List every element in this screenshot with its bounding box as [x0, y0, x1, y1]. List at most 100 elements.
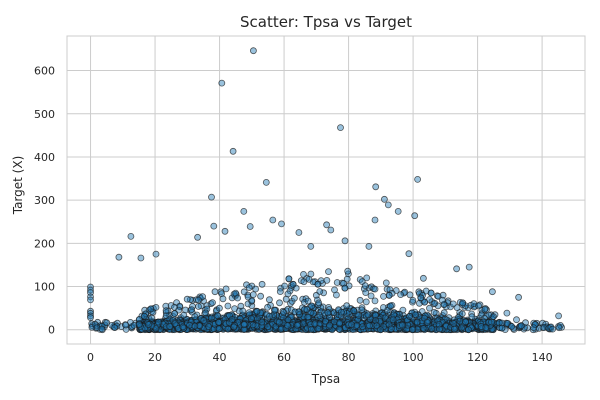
data-point [249, 321, 257, 329]
data-point [205, 323, 213, 331]
data-point [397, 291, 405, 299]
x-tick-label: 40 [213, 351, 227, 364]
data-point [300, 270, 307, 278]
data-point [307, 325, 315, 333]
data-point [380, 292, 387, 300]
x-tick-label: 0 [87, 351, 94, 364]
data-point [162, 307, 170, 315]
data-point [249, 47, 257, 55]
data-point [308, 302, 316, 310]
data-point [240, 207, 248, 215]
data-point [419, 274, 427, 282]
data-point [427, 289, 435, 297]
data-point [389, 316, 397, 324]
data-point [327, 226, 335, 234]
x-tick-label: 100 [403, 351, 424, 364]
data-point [513, 316, 520, 324]
data-point [465, 263, 473, 271]
data-point [430, 308, 438, 316]
y-tick-label: 200 [34, 237, 55, 250]
x-axis-label: Tpsa [311, 372, 341, 386]
data-points [87, 47, 565, 334]
data-point [265, 296, 273, 304]
data-point [300, 278, 308, 286]
data-point [498, 324, 506, 332]
data-point [295, 308, 303, 316]
y-axis-label: Target (X) [11, 156, 25, 216]
data-point [453, 304, 461, 312]
chart-title: Scatter: Tpsa vs Target [240, 13, 412, 31]
data-point [245, 309, 253, 317]
data-point [331, 286, 338, 294]
data-point [215, 304, 223, 312]
data-point [549, 325, 556, 333]
data-point [323, 221, 331, 229]
data-point [224, 325, 232, 333]
data-point [398, 321, 406, 329]
data-point [214, 312, 222, 320]
data-point [362, 289, 370, 297]
data-point [258, 318, 266, 326]
data-point [210, 222, 218, 230]
data-point [224, 302, 232, 310]
data-point [468, 313, 476, 321]
data-point [228, 316, 236, 323]
data-point [285, 275, 293, 283]
data-point [408, 326, 416, 334]
data-point [188, 306, 196, 314]
data-point [337, 308, 345, 316]
data-point [194, 233, 202, 241]
data-point [215, 318, 223, 326]
data-point [405, 250, 413, 258]
data-point [371, 297, 379, 305]
data-point [365, 242, 373, 250]
x-tick-label: 60 [277, 351, 291, 364]
data-point [271, 306, 279, 314]
data-point [371, 216, 379, 224]
data-point [348, 321, 356, 329]
x-tick-label: 20 [148, 351, 162, 364]
data-point [262, 178, 270, 186]
data-point [191, 322, 199, 330]
data-point [355, 311, 363, 319]
data-point [515, 293, 522, 301]
data-point [284, 290, 292, 298]
y-tick-label: 600 [34, 65, 55, 78]
data-point [367, 292, 375, 300]
x-tick-label: 80 [342, 351, 356, 364]
data-point [276, 299, 283, 307]
data-point [458, 324, 465, 332]
data-point [295, 229, 303, 236]
data-point [333, 279, 341, 286]
data-point [488, 318, 495, 326]
data-point [221, 227, 229, 235]
data-point [343, 302, 351, 310]
data-point [336, 319, 344, 327]
data-point [341, 237, 349, 245]
data-point [462, 318, 469, 326]
data-point [350, 307, 358, 315]
data-point [481, 305, 489, 313]
y-tick-label: 0 [48, 324, 55, 337]
data-point [183, 295, 191, 303]
data-point [209, 299, 216, 307]
data-point [431, 299, 439, 307]
data-point [293, 321, 301, 329]
data-point [409, 296, 417, 304]
data-point [240, 288, 248, 296]
data-point [152, 250, 160, 258]
data-point [315, 299, 323, 307]
data-point [240, 321, 248, 329]
data-point [450, 325, 458, 333]
data-point [195, 296, 202, 304]
grid-lines [67, 36, 585, 344]
data-point [438, 296, 446, 304]
data-point [87, 296, 94, 304]
data-point [179, 323, 187, 331]
data-point [428, 325, 436, 333]
data-point [364, 311, 372, 319]
data-point [326, 321, 334, 329]
data-point [385, 291, 393, 299]
data-point [341, 284, 349, 292]
